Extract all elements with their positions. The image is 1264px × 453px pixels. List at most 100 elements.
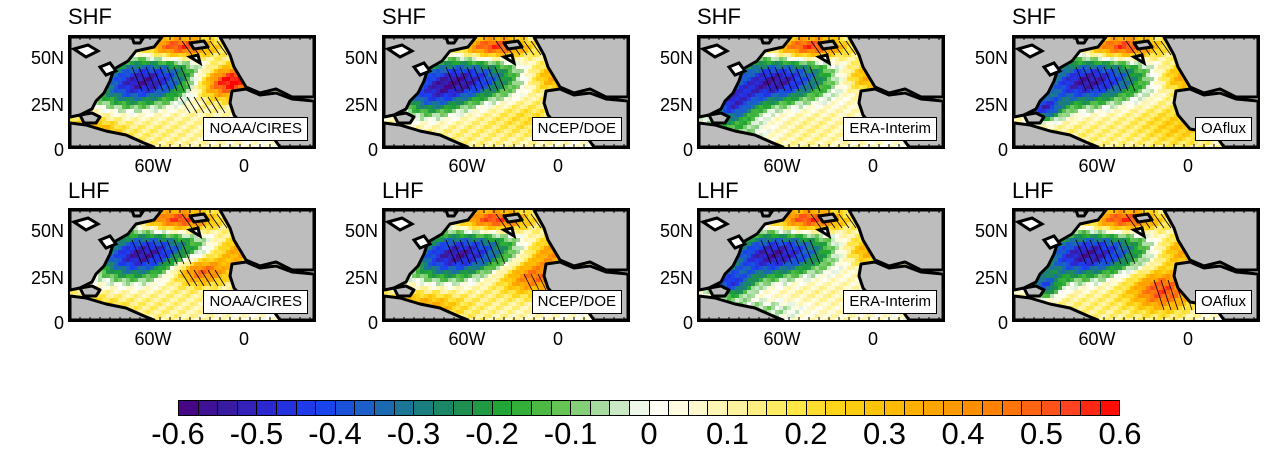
- colorbar-box: [1041, 401, 1062, 415]
- colorbar-box: [806, 401, 827, 415]
- colorbar-tick-label: 0.4: [941, 416, 985, 451]
- longitude-label: 0: [238, 329, 249, 349]
- latitude-label: 0: [997, 140, 1008, 160]
- colorbar-box: [531, 401, 552, 415]
- colorbar-box: [688, 401, 709, 415]
- map-plot: OAflux: [1012, 208, 1260, 322]
- dataset-label: OAflux: [1194, 117, 1252, 141]
- latitude-label: 25N: [30, 268, 64, 288]
- latitude-label: 50N: [344, 48, 378, 68]
- dataset-label: NCEP/DOE: [531, 290, 622, 314]
- longitude-label: 60W: [763, 329, 801, 349]
- dataset-label: NOAA/CIRES: [203, 290, 308, 314]
- longitude-label: 0: [552, 329, 563, 349]
- colorbar-box: [571, 401, 591, 415]
- longitude-label: 0: [1182, 329, 1193, 349]
- colorbar-tick-label: -0.5: [229, 416, 284, 451]
- map-canvas: [1014, 210, 1258, 320]
- latitude-label: 0: [682, 140, 693, 160]
- dataset-label: NOAA/CIRES: [203, 117, 308, 141]
- colorbar-box: [826, 401, 846, 415]
- latitude-label: 50N: [974, 48, 1008, 68]
- panel-title: SHF: [382, 4, 426, 29]
- latitude-label: 0: [53, 140, 64, 160]
- panel-title: SHF: [68, 4, 112, 29]
- latitude-label: 0: [997, 313, 1008, 333]
- colorbar-box: [904, 401, 925, 415]
- colorbar-box: [1100, 401, 1120, 415]
- colorbar-box: [590, 401, 611, 415]
- colorbar-box: [649, 401, 670, 415]
- latitude-label: 50N: [30, 48, 64, 68]
- panel-title: SHF: [1012, 4, 1056, 29]
- colorbar-box: [218, 401, 238, 415]
- longitude-label: 0: [238, 156, 249, 176]
- longitude-label: 60W: [1078, 156, 1116, 176]
- colorbar-box: [492, 401, 513, 415]
- longitude-label: 0: [867, 156, 878, 176]
- colorbar-box: [237, 401, 258, 415]
- colorbar-box: [1002, 401, 1023, 415]
- latitude-label: 50N: [344, 221, 378, 241]
- latitude-label: 25N: [974, 268, 1008, 288]
- landmass: [1014, 37, 1258, 147]
- colorbar-box: [198, 401, 219, 415]
- colorbar-box: [786, 401, 807, 415]
- latitude-label: 25N: [974, 95, 1008, 115]
- colorbar-tick-label: -0.1: [543, 416, 598, 451]
- colorbar-box: [865, 401, 885, 415]
- map-plot: ERA-Interim: [697, 208, 945, 322]
- map-plot: ERA-Interim: [697, 35, 945, 149]
- colorbar-box: [277, 401, 297, 415]
- longitude-label: 60W: [448, 329, 486, 349]
- colorbar-tick-label: 0.3: [862, 416, 907, 451]
- dataset-label: NCEP/DOE: [531, 117, 622, 141]
- panel-title: LHF: [697, 178, 739, 203]
- longitude-label: 0: [867, 329, 878, 349]
- panel-title: LHF: [382, 178, 424, 203]
- map-canvas: [699, 37, 943, 147]
- colorbar-box: [924, 401, 944, 415]
- colorbar-box: [1081, 401, 1101, 415]
- colorbar-box: [982, 401, 1003, 415]
- latitude-label: 25N: [344, 268, 378, 288]
- longitude-label: 60W: [134, 329, 172, 349]
- colorbar-box: [296, 401, 317, 415]
- latitude-label: 25N: [659, 95, 693, 115]
- colorbar-tick-label: -0.6: [151, 416, 205, 451]
- latitude-label: 50N: [659, 221, 693, 241]
- colorbar-box: [355, 401, 376, 415]
- colorbar-box: [747, 401, 768, 415]
- colorbar-tick-label: 0.6: [1098, 416, 1142, 451]
- colorbar-box: [943, 401, 964, 415]
- colorbar-box: [669, 401, 689, 415]
- colorbar-box: [414, 401, 434, 415]
- latitude-label: 0: [53, 313, 64, 333]
- longitude-label: 60W: [134, 156, 172, 176]
- latitude-label: 0: [367, 140, 378, 160]
- colorbar-tick-label: 0.2: [784, 416, 828, 451]
- latitude-label: 0: [682, 313, 693, 333]
- dataset-label: ERA-Interim: [843, 290, 937, 314]
- colorbar-box: [630, 401, 650, 415]
- panel-title: SHF: [697, 4, 741, 29]
- map-plot: OAflux: [1012, 35, 1260, 149]
- colorbar-box: [845, 401, 866, 415]
- colorbar-box: [963, 401, 983, 415]
- colorbar-box: [335, 401, 356, 415]
- colorbar-box: [433, 401, 454, 415]
- longitude-label: 60W: [763, 156, 801, 176]
- colorbar-box: [884, 401, 905, 415]
- colorbar-box: [179, 401, 199, 415]
- colorbar-box: [551, 401, 572, 415]
- colorbar-tick-label: -0.4: [308, 416, 362, 451]
- colorbar-box: [453, 401, 474, 415]
- latitude-label: 25N: [344, 95, 378, 115]
- dataset-label: ERA-Interim: [843, 117, 937, 141]
- map-plot: NOAA/CIRES: [68, 35, 316, 149]
- colorbar-box: [316, 401, 336, 415]
- latitude-label: 50N: [30, 221, 64, 241]
- latitude-label: 50N: [659, 48, 693, 68]
- colorbar-tick-label: 0.1: [705, 416, 750, 451]
- latitude-label: 0: [367, 313, 378, 333]
